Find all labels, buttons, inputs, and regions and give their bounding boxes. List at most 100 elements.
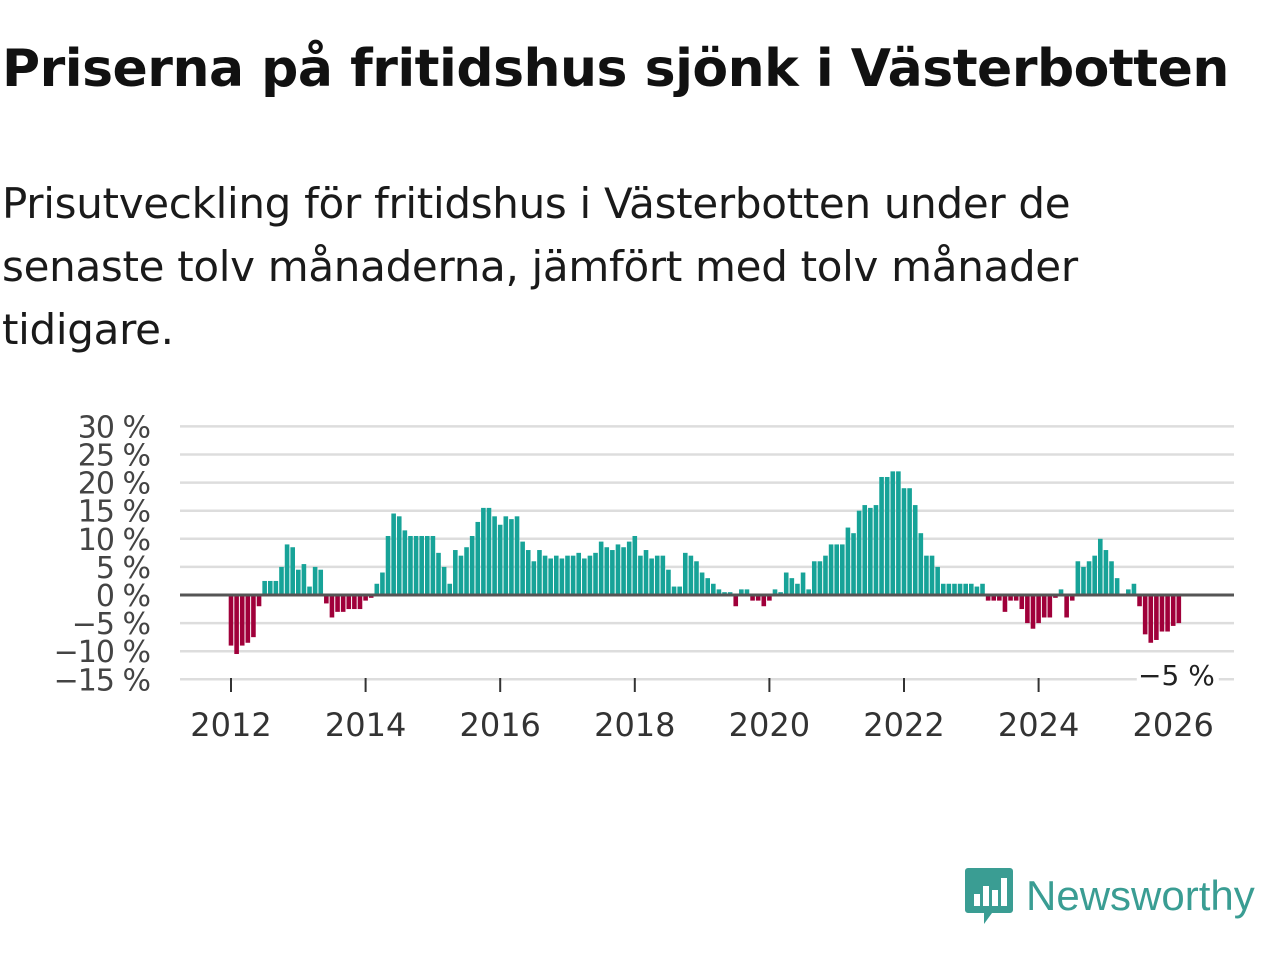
bar [615,544,621,595]
bar [497,524,503,595]
bar [1058,589,1064,595]
bar [974,586,980,595]
newsworthy-logo-icon [965,868,1013,924]
bar [553,555,559,595]
bar [307,586,312,595]
bar [352,595,357,610]
bar [733,595,739,607]
bar [486,507,492,595]
bar [542,555,548,595]
bar [1176,595,1182,624]
bar [856,510,862,595]
bar [666,569,671,595]
bar [851,533,856,595]
bar [671,586,677,595]
bar [301,564,307,595]
bar [514,516,520,595]
bar [912,505,918,595]
bar [335,595,340,612]
bar [548,558,553,595]
bar [649,558,654,595]
bar [873,505,879,595]
bar [340,595,346,612]
bar [761,595,767,607]
bar [1092,555,1097,595]
bar [806,589,811,595]
bar [318,569,324,595]
bar [374,583,380,595]
newsworthy-logo: Newsworthy [964,866,1255,926]
bar [890,471,896,595]
y-tick-label: −5 % [72,607,150,642]
bar [705,578,711,595]
bar [845,527,851,595]
bar [929,555,935,595]
bar [1137,595,1142,607]
y-tick-label: −15 % [54,663,150,698]
bar [969,583,974,595]
bar [1013,595,1019,601]
bar [660,555,666,595]
bar [1170,595,1176,626]
bar [582,558,587,595]
bar [453,550,458,595]
bar [682,552,688,595]
bar [1126,589,1131,595]
data-label-bg [1136,659,1219,694]
bar [290,547,295,595]
bar [688,555,694,595]
last-value-label: −5 % [1138,659,1215,692]
bar [531,561,537,595]
bar [862,505,868,595]
bar [402,530,408,595]
bar [413,535,419,595]
x-tick-label: 2016 [459,706,540,744]
bar [503,516,509,595]
bar [251,595,256,638]
bar [985,595,991,601]
bar [1041,595,1047,618]
bar [1019,595,1025,610]
bar [1036,595,1041,624]
bar [408,535,413,595]
bar [621,547,626,595]
bar [312,566,318,595]
bar [694,561,699,595]
bar [357,595,363,610]
y-tick-label: 10 % [78,523,150,558]
bar [991,595,997,601]
bar [1030,595,1036,629]
bar [1025,595,1030,624]
bar [380,572,385,595]
x-tick-label: 2022 [863,706,944,744]
bar [520,541,525,595]
bar [1069,595,1075,601]
bar [924,555,929,595]
bar [952,583,957,595]
bar [767,595,772,601]
bar [570,555,576,595]
x-tick-label: 2024 [998,706,1079,744]
bar [800,572,806,595]
bar [980,583,985,595]
bar [329,595,335,618]
bar [884,476,890,595]
bar [492,516,497,595]
bar [1142,595,1148,635]
bar [610,550,615,595]
bar [811,561,817,595]
bar [396,516,402,595]
bar [324,595,329,604]
bar [739,589,744,595]
bar [868,507,873,595]
bar [755,595,761,601]
bar [391,513,396,595]
bar [940,583,946,595]
grid-lines [180,425,1234,681]
y-axis-ticks: 30 %25 %20 %15 %10 %5 %0 %−5 %−10 %−15 % [54,410,151,698]
bar [346,595,352,610]
x-tick-label: 2020 [729,706,810,744]
x-axis-ticks: 2012 2014 2016 2018 2020 2022 2024 2026 [190,678,1214,744]
bar [296,569,301,595]
bar [1103,550,1109,595]
